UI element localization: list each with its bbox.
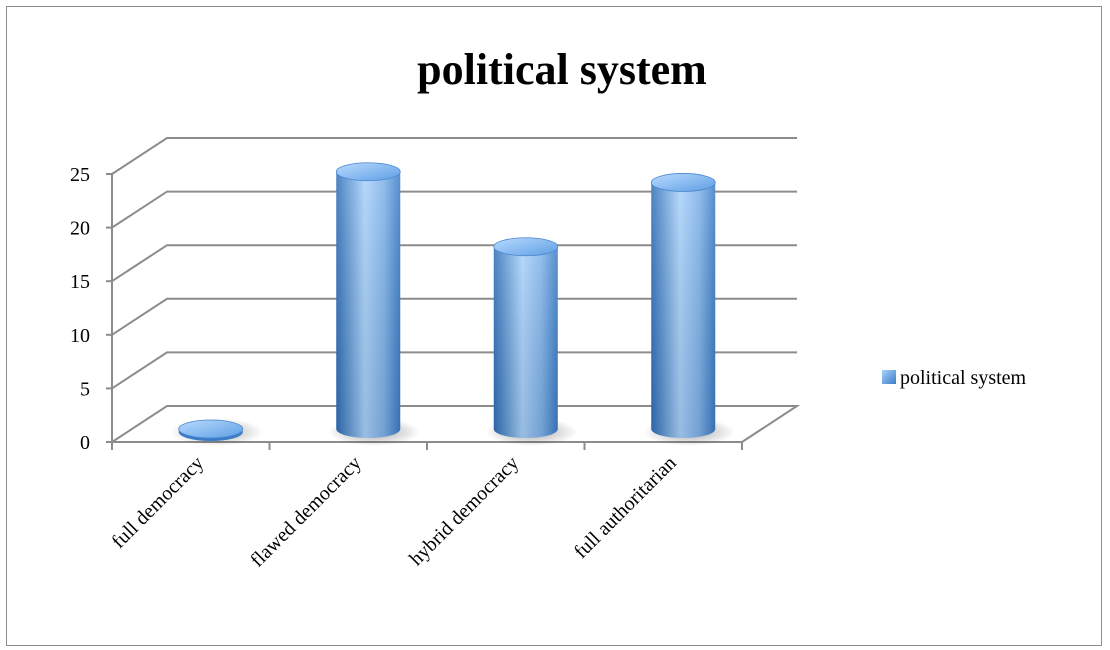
- legend-swatch: [882, 370, 896, 384]
- bar-body-shade: [493, 246, 558, 438]
- bar-body-shade: [336, 171, 401, 438]
- gridline: [111, 190, 797, 229]
- legend: political system: [882, 367, 1027, 389]
- chart-title: political system: [417, 45, 707, 94]
- bars: [170, 162, 736, 446]
- bar-flawed-democracy: [328, 162, 421, 446]
- x-category-label: full democracy: [108, 452, 209, 553]
- bar-top: [335, 162, 401, 182]
- bar-full-authoritarian: [643, 173, 736, 446]
- bar-top: [493, 237, 559, 257]
- gridline: [111, 297, 797, 336]
- bar-hybrid-democracy: [485, 237, 578, 446]
- floor-outline: [111, 405, 801, 443]
- y-tick-label: 15: [70, 271, 90, 293]
- gridline: [111, 351, 797, 390]
- x-category-label: flawed democracy: [246, 452, 366, 572]
- x-category-label: full authoritarian: [570, 452, 681, 563]
- bar-body-shade: [651, 182, 716, 438]
- gridlines: [111, 137, 797, 390]
- y-tick-label: 25: [70, 164, 90, 186]
- y-tick-label: 20: [70, 218, 90, 240]
- x-category-label: hybrid democracy: [405, 452, 523, 570]
- bar-full-democracy: [170, 418, 263, 446]
- y-tick-label: 0: [80, 432, 90, 454]
- bar-top: [650, 173, 716, 192]
- legend-label: political system: [900, 367, 1027, 389]
- x-axis-labels: full democracy flawed democracy hybrid dem…: [108, 452, 681, 572]
- bar-top: [178, 419, 244, 439]
- y-tick-label: 5: [80, 378, 90, 400]
- gridline: [111, 244, 797, 283]
- y-axis-ticks: 0 5 10 15 20 25: [70, 164, 112, 454]
- y-tick-label: 10: [70, 325, 90, 347]
- gridline: [111, 137, 797, 175]
